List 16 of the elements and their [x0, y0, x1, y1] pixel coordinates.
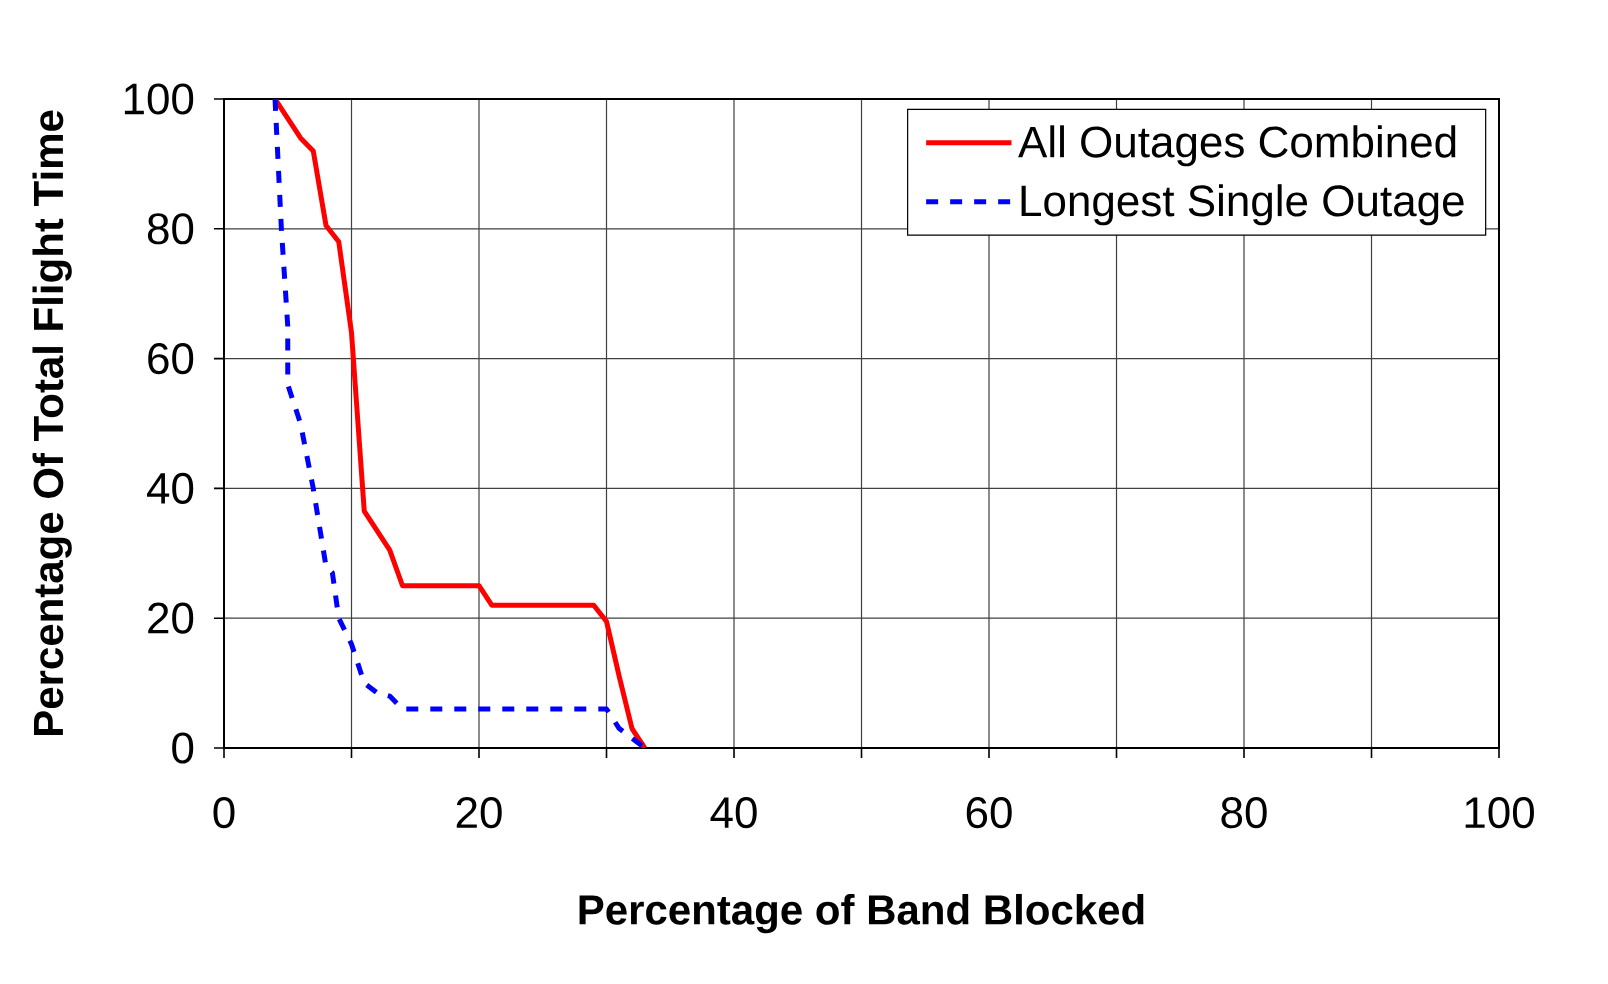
x-tick-label: 80	[1221, 797, 1267, 829]
x-tick-label: 60	[966, 797, 1012, 829]
legend-label: Longest Single Outage	[1021, 184, 1464, 226]
y-axis-title: Percentage Of Total Flight Time	[32, 110, 72, 735]
y-tick-label: 60	[148, 342, 194, 375]
y-tick-label: 40	[147, 472, 194, 504]
x-tick-label: 40	[710, 797, 757, 829]
x-tick-label: 100	[1465, 797, 1534, 829]
y-tick-label: 0	[172, 732, 194, 764]
y-tick-label: 20	[148, 602, 194, 634]
x-axis-title: Percentage of Band Blocked	[579, 893, 1144, 934]
y-tick-label: 100	[124, 83, 194, 115]
x-tick-label: 0	[213, 797, 235, 829]
legend-label: All Outages Combined	[1018, 125, 1456, 167]
x-tick-label: 20	[456, 797, 502, 829]
y-tick-label: 80	[147, 213, 194, 245]
